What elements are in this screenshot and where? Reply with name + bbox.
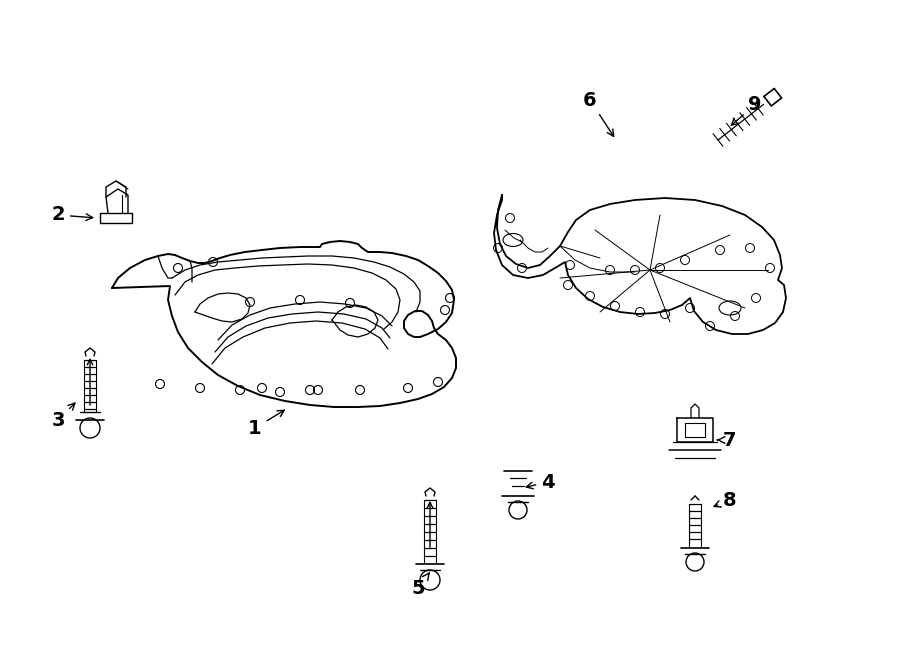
Text: 6: 6 <box>583 91 614 136</box>
Text: 9: 9 <box>732 95 761 125</box>
Text: 8: 8 <box>714 490 737 510</box>
Text: 5: 5 <box>411 573 429 598</box>
Text: 4: 4 <box>526 473 554 492</box>
Text: 2: 2 <box>51 206 93 225</box>
Text: 3: 3 <box>51 403 75 430</box>
Text: 7: 7 <box>717 430 737 449</box>
Text: 1: 1 <box>248 410 284 438</box>
